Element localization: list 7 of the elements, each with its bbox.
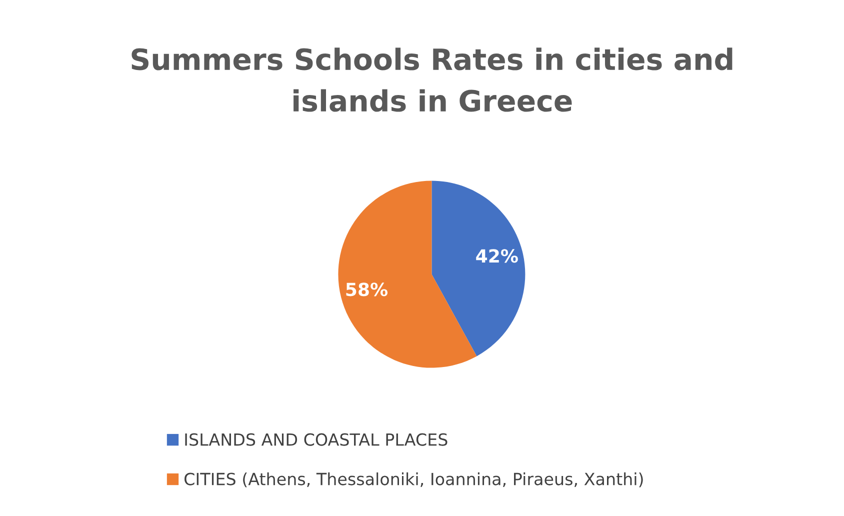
data-label: 58% [346,282,388,296]
chart-title: Summers Schools Rates in cities and islands in Greece [132,48,732,112]
legend-label: ISLANDS AND COASTAL PLACES [185,433,448,446]
pie-slice [338,180,477,368]
data-label: 42% [476,249,518,263]
pie-slice [432,180,526,356]
legend-label: CITIES (Athens, Thessaloniki, Ioannina, Piraeus, Xanthi) [184,472,643,488]
